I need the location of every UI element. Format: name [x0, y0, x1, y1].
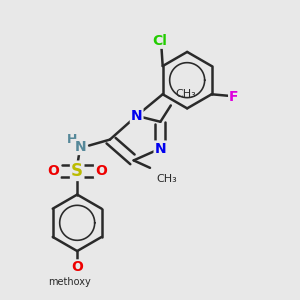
Text: CH₃: CH₃: [175, 89, 196, 100]
Text: N: N: [74, 140, 86, 154]
Text: methoxy: methoxy: [48, 277, 91, 287]
Text: O: O: [47, 164, 59, 178]
Text: O: O: [95, 164, 107, 178]
Text: S: S: [71, 162, 83, 180]
Text: N: N: [131, 109, 142, 123]
Text: O: O: [71, 260, 83, 274]
Text: F: F: [229, 90, 239, 104]
Text: Cl: Cl: [152, 34, 167, 48]
Text: CH₃: CH₃: [156, 174, 177, 184]
Text: H: H: [67, 133, 77, 146]
Text: N: N: [154, 142, 166, 155]
